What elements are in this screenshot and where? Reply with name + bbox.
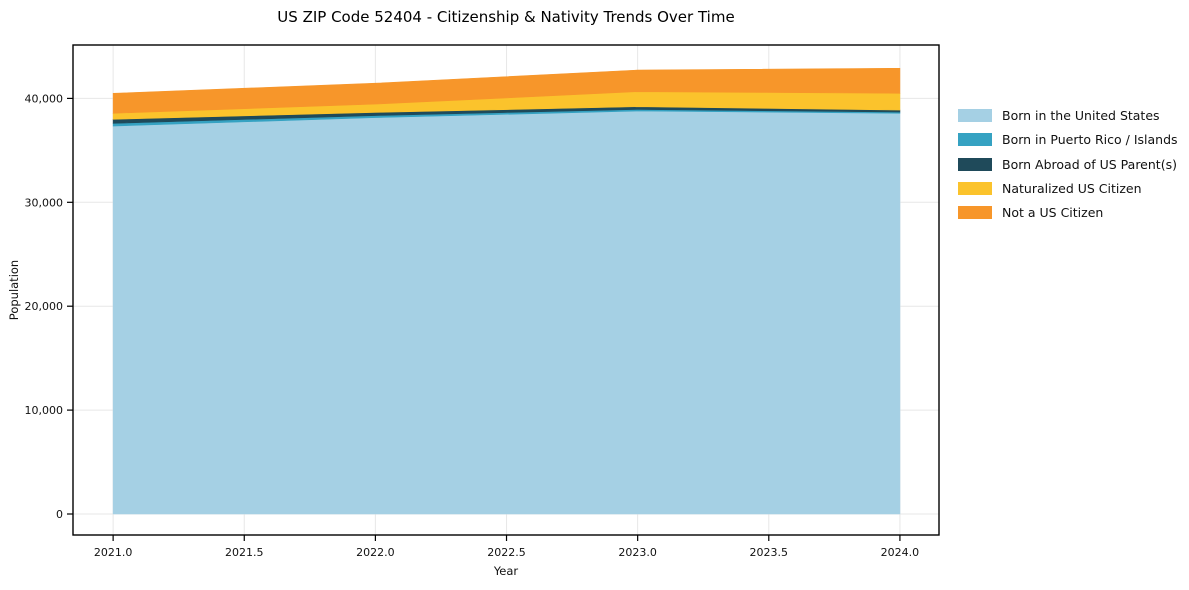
y-tick-label: 40,000 [25,92,64,105]
chart-title: US ZIP Code 52404 - Citizenship & Nativi… [277,8,735,26]
legend-swatch [958,181,992,195]
area-series-0 [112,110,901,515]
legend-label: Naturalized US Citizen [1002,180,1142,196]
y-tick-label: 0 [56,508,63,521]
legend-swatch [958,157,992,171]
x-axis-label: Year [493,564,519,578]
area-series-4 [112,67,901,114]
x-tick-label: 2022.0 [356,546,395,559]
legend-item-2: Born Abroad of US Parent(s) [958,156,1178,172]
x-tick-label: 2023.0 [618,546,657,559]
x-tick-label: 2023.5 [750,546,789,559]
legend-label: Not a US Citizen [1002,205,1104,221]
legend-swatch [958,206,992,220]
legend-swatch [958,109,992,122]
x-tick-label: 2021.0 [94,546,133,559]
x-tick-label: 2024.0 [881,546,920,559]
legend-label: Born in Puerto Rico / Islands [1002,132,1178,148]
legend-item-1: Born in Puerto Rico / Islands [958,132,1178,148]
legend-item-0: Born in the United States [958,108,1178,123]
x-tick-label: 2022.5 [487,546,526,559]
legend-item-3: Naturalized US Citizen [958,180,1178,196]
legend: Born in the United States Born in Puerto … [958,108,1178,230]
legend-swatch [958,133,992,147]
legend-label: Born Abroad of US Parent(s) [1002,156,1177,172]
y-tick-label: 30,000 [25,196,64,209]
y-tick-label: 10,000 [25,404,64,417]
x-tick-label: 2021.5 [225,546,264,559]
legend-label: Born in the United States [1002,108,1160,123]
legend-item-4: Not a US Citizen [958,205,1178,221]
y-tick-label: 20,000 [25,300,64,313]
